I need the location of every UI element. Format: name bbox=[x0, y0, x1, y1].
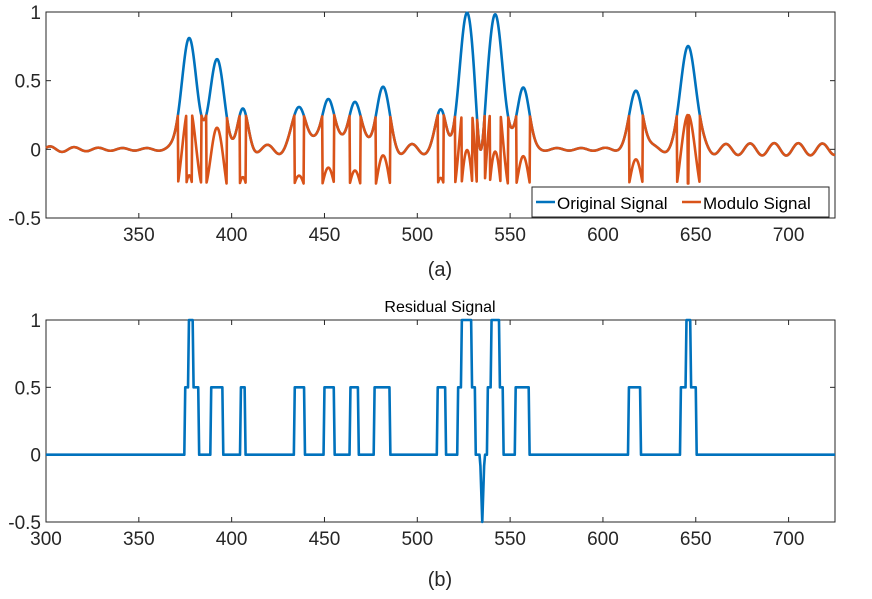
panel-a-label: (a) bbox=[428, 259, 452, 281]
y-tick-label: 0.5 bbox=[15, 72, 41, 93]
x-tick-label: 350 bbox=[123, 225, 155, 246]
series-residual-signal bbox=[45, 318, 836, 524]
panel-a: 350 400 450 500 550 600 650 700 -0.5 0 0.5 1 Origina… bbox=[8, 3, 836, 281]
legend-label-original: Original Signal bbox=[557, 194, 668, 213]
x-tick-label: 600 bbox=[587, 225, 619, 246]
x-tick-label: 700 bbox=[773, 529, 805, 550]
y-tick-label: 1 bbox=[30, 311, 41, 332]
panel-b-label: (b) bbox=[428, 569, 452, 591]
y-tick-label: 0 bbox=[30, 446, 41, 467]
x-tick-label: 400 bbox=[216, 529, 248, 550]
x-tick-label: 500 bbox=[401, 529, 433, 550]
x-tick-label: 300 bbox=[30, 529, 62, 550]
x-tick-label: 650 bbox=[680, 529, 712, 550]
x-tick-label: 700 bbox=[773, 225, 805, 246]
series-original-signal bbox=[45, 11, 836, 157]
x-tick-label: 350 bbox=[123, 529, 155, 550]
legend: Original Signal Modulo Signal bbox=[531, 186, 830, 218]
y-tick-label: 1 bbox=[30, 3, 41, 24]
y-tick-label: 0 bbox=[30, 140, 41, 161]
x-tick-label: 450 bbox=[309, 529, 341, 550]
axes-box bbox=[45, 319, 836, 523]
x-tick-label: 600 bbox=[587, 529, 619, 550]
panel-b-title: Residual Signal bbox=[384, 299, 495, 316]
x-tick-label: 550 bbox=[494, 225, 526, 246]
x-tick-label: 500 bbox=[401, 225, 433, 246]
x-tick-label: 450 bbox=[309, 225, 341, 246]
x-tick-label: 650 bbox=[680, 225, 712, 246]
axes-box bbox=[45, 11, 836, 219]
panel-b: 300 350 400 450 500 550 600 650 700 -0.5 0 0.5 1 Resi… bbox=[8, 299, 836, 591]
legend-box bbox=[531, 186, 830, 218]
legend-label-modulo: Modulo Signal bbox=[703, 194, 811, 213]
series-modulo-signal bbox=[45, 113, 836, 185]
y-tick-label: 0.5 bbox=[15, 378, 41, 399]
x-tick-label: 400 bbox=[216, 225, 248, 246]
y-tick-label: -0.5 bbox=[8, 209, 41, 230]
y-tick-label: -0.5 bbox=[8, 513, 41, 534]
x-tick-label: 550 bbox=[494, 529, 526, 550]
